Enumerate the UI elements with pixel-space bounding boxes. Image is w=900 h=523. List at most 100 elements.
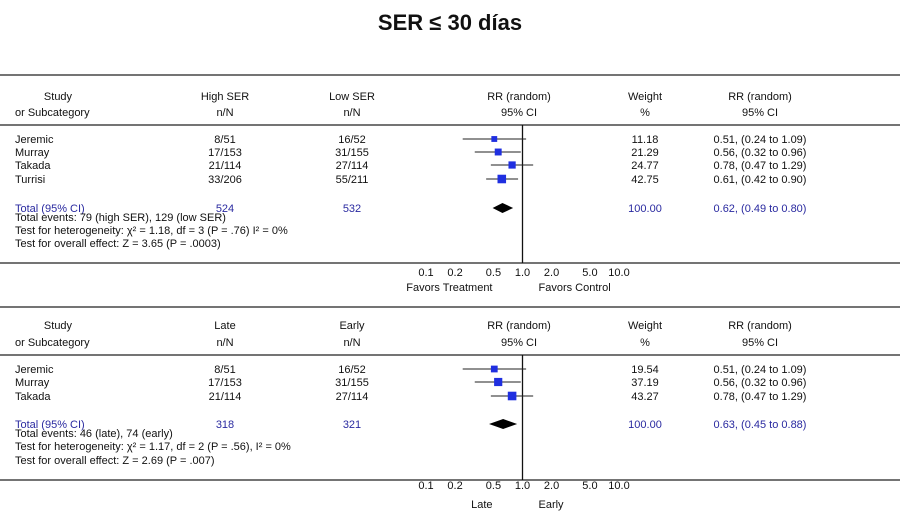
study-name: Jeremic <box>15 134 54 146</box>
chart-title: SER ≤ 30 días <box>377 10 523 35</box>
axis-tick-label: 0.2 <box>447 480 462 492</box>
group1-value: 17/153 <box>208 147 242 159</box>
header-subcategory: or Subcategory <box>15 337 90 349</box>
study-name: Turrisi <box>15 174 45 186</box>
point-estimate-marker <box>508 161 516 169</box>
group1-value: 33/206 <box>208 174 242 186</box>
study-name: Murray <box>15 377 50 389</box>
group2-value: 27/114 <box>336 391 369 403</box>
summary-note: Total events: 79 (high SER), 129 (low SE… <box>15 212 226 224</box>
axis-tick-label: 0.1 <box>418 267 433 279</box>
axis-tick-label: 0.2 <box>447 267 462 279</box>
group2-value: 31/155 <box>335 147 369 159</box>
header-group2-sub: n/N <box>343 107 360 119</box>
group1-value: 17/153 <box>208 377 242 389</box>
header-rr-col: RR (random) <box>728 320 792 332</box>
header-rr-sub: 95% CI <box>501 337 537 349</box>
header-group2: Early <box>339 320 365 332</box>
weight-value: 11.18 <box>632 134 659 146</box>
axis-tick-label: 0.5 <box>486 267 501 279</box>
header-rr-col: RR (random) <box>728 91 792 103</box>
favors-left-label: Favors Treatment <box>406 282 492 294</box>
group2-value: 16/52 <box>338 364 366 376</box>
rr-ci-value: 0.56, (0.32 to 0.96) <box>714 377 807 389</box>
header-group1-sub: n/N <box>216 337 233 349</box>
rr-ci-value: 0.56, (0.32 to 0.96) <box>714 147 807 159</box>
total-weight: 100.00 <box>628 419 662 431</box>
header-weight-sub: % <box>640 337 650 349</box>
header-weight-sub: % <box>640 107 650 119</box>
axis-tick-label: 1.0 <box>515 267 530 279</box>
study-name: Jeremic <box>15 364 54 376</box>
favors-right-label: Favors Control <box>539 282 611 294</box>
weight-value: 24.77 <box>631 160 659 172</box>
group2-value: 16/52 <box>338 134 366 146</box>
weight-value: 42.75 <box>631 174 659 186</box>
axis-tick-label: 0.5 <box>486 480 501 492</box>
axis-tick-label: 2.0 <box>544 267 559 279</box>
weight-value: 43.27 <box>631 391 659 403</box>
axis-tick-label: 10.0 <box>608 267 629 279</box>
point-estimate-marker <box>497 174 507 184</box>
point-estimate-marker <box>494 148 502 156</box>
header-weight: Weight <box>628 91 662 103</box>
point-estimate-marker <box>494 377 503 387</box>
total-rr-ci: 0.63, (0.45 to 0.88) <box>714 419 807 431</box>
rr-ci-value: 0.51, (0.24 to 1.09) <box>714 134 807 146</box>
rr-ci-value: 0.61, (0.42 to 0.90) <box>714 174 807 186</box>
summary-note: Total events: 46 (late), 74 (early) <box>15 428 173 440</box>
header-study: Study <box>44 320 73 332</box>
header-group1: Late <box>214 320 235 332</box>
group1-value: 21/114 <box>209 391 242 403</box>
study-name: Takada <box>15 160 51 172</box>
point-estimate-marker <box>507 391 517 401</box>
rr-ci-value: 0.78, (0.47 to 1.29) <box>714 391 807 403</box>
header-rr: RR (random) <box>487 320 551 332</box>
summary-note: Test for heterogeneity: χ² = 1.18, df = … <box>15 225 288 237</box>
total-group2: 532 <box>343 203 361 215</box>
point-estimate-marker <box>491 136 498 142</box>
axis-tick-label: 0.1 <box>418 480 433 492</box>
header-rr: RR (random) <box>487 91 551 103</box>
axis-tick-label: 2.0 <box>544 480 559 492</box>
header-group1-sub: n/N <box>216 107 233 119</box>
header-group1: High SER <box>201 91 249 103</box>
summary-note: Test for heterogeneity: χ² = 1.17, df = … <box>15 441 291 453</box>
pooled-diamond <box>489 419 518 429</box>
rr-ci-value: 0.78, (0.47 to 1.29) <box>714 160 807 172</box>
axis-tick-label: 10.0 <box>608 480 629 492</box>
group1-value: 8/51 <box>214 364 235 376</box>
group2-value: 27/114 <box>336 160 369 172</box>
total-label: Total (95% CI) <box>15 419 85 431</box>
header-group2: Low SER <box>329 91 375 103</box>
total-group2: 321 <box>343 419 361 431</box>
summary-note: Test for overall effect: Z = 3.65 (P = .… <box>15 238 221 250</box>
axis-tick-label: 5.0 <box>582 267 597 279</box>
weight-value: 21.29 <box>631 147 659 159</box>
header-rr-sub: 95% CI <box>501 107 537 119</box>
pooled-diamond <box>492 203 514 213</box>
study-name: Murray <box>15 147 50 159</box>
summary-note: Test for overall effect: Z = 2.69 (P = .… <box>15 455 215 467</box>
header-rr-col-sub: 95% CI <box>742 337 778 349</box>
axis-tick-label: 1.0 <box>515 480 530 492</box>
rr-ci-value: 0.51, (0.24 to 1.09) <box>714 364 807 376</box>
total-group1: 318 <box>216 419 234 431</box>
group2-value: 31/155 <box>335 377 369 389</box>
total-group1: 524 <box>216 203 234 215</box>
total-rr-ci: 0.62, (0.49 to 0.80) <box>714 203 807 215</box>
header-weight: Weight <box>628 320 662 332</box>
axis-tick-label: 5.0 <box>582 480 597 492</box>
header-study: Study <box>44 91 73 103</box>
favors-right-label: Early <box>539 499 565 511</box>
header-subcategory: or Subcategory <box>15 107 90 119</box>
header-group2-sub: n/N <box>343 337 360 349</box>
weight-value: 19.54 <box>631 364 659 376</box>
weight-value: 37.19 <box>631 377 659 389</box>
study-name: Takada <box>15 391 51 403</box>
favors-left-label: Late <box>471 499 492 511</box>
group1-value: 8/51 <box>214 134 235 146</box>
header-rr-col-sub: 95% CI <box>742 107 778 119</box>
total-label: Total (95% CI) <box>15 203 85 215</box>
